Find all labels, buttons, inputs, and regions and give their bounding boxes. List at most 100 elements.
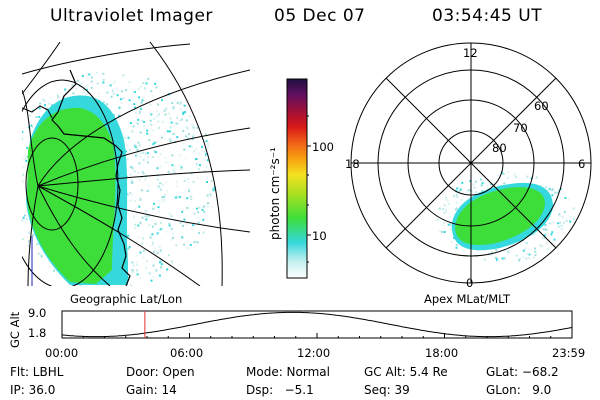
aurora-speckle-dot bbox=[46, 107, 49, 110]
aurora-speckle-dot bbox=[461, 181, 464, 184]
aurora-speckle-dot bbox=[545, 229, 548, 231]
aurora-speckle-dot bbox=[545, 241, 548, 244]
aurora-speckle-dot bbox=[503, 182, 506, 185]
colorbar-ticks bbox=[307, 115, 311, 263]
aurora-speckle-dot bbox=[112, 92, 115, 95]
aurora-speckle-dot bbox=[157, 113, 160, 116]
aurora-speckle-dot bbox=[439, 229, 441, 232]
aurora-speckle-dot bbox=[157, 210, 160, 213]
aurora-speckle-dot bbox=[184, 111, 187, 114]
aurora-speckle-dot bbox=[466, 189, 469, 192]
aurora-speckle-dot bbox=[483, 258, 486, 261]
aurora-speckle-dot bbox=[563, 210, 566, 213]
aurora-speckle-dot bbox=[159, 186, 162, 189]
alt-ylabel: GC Alt bbox=[8, 311, 22, 348]
aurora-speckle-dot bbox=[565, 219, 568, 222]
aurora-speckle-dot bbox=[154, 223, 157, 225]
aurora-speckle-dot bbox=[119, 98, 122, 101]
aurora-speckle-dot bbox=[76, 79, 79, 82]
aurora-speckle-dot bbox=[147, 184, 150, 187]
aurora-speckle-dot bbox=[206, 194, 209, 197]
apex-label: Apex MLat/MLT bbox=[424, 292, 511, 306]
aurora-speckle-dot bbox=[168, 130, 171, 133]
aurora-speckle-dot bbox=[456, 195, 459, 198]
aurora-speckle-dot bbox=[185, 135, 187, 138]
aurora-speckle-dot bbox=[174, 122, 176, 125]
aurora-speckle-dot bbox=[181, 210, 184, 213]
aurora-speckle-dot bbox=[443, 211, 446, 214]
aurora-speckle-dot bbox=[462, 192, 465, 195]
aurora-speckle-dot bbox=[71, 84, 74, 87]
aurora-speckle-dot bbox=[30, 124, 33, 127]
aurora-speckle-dot bbox=[136, 122, 139, 125]
aurora-speckle-dot bbox=[135, 240, 138, 243]
aurora-speckle-dot bbox=[133, 215, 135, 218]
aurora-speckle-dot bbox=[474, 180, 477, 183]
aurora-speckle-dot bbox=[444, 210, 447, 213]
aurora-speckle-dot bbox=[144, 214, 147, 217]
aurora-speckle-dot bbox=[22, 130, 24, 133]
aurora-speckle-dot bbox=[194, 158, 197, 161]
aurora-speckle-dot bbox=[80, 82, 83, 85]
aurora-speckle-dot bbox=[182, 225, 184, 228]
aurora-speckle-dot bbox=[204, 153, 207, 156]
aurora-speckle-dot bbox=[481, 174, 484, 177]
aurora-speckle-dot bbox=[173, 171, 176, 174]
geo-coastline bbox=[51, 69, 131, 286]
aurora-speckle-dot bbox=[56, 94, 59, 97]
aurora-speckle-dot bbox=[185, 126, 188, 129]
aurora-speckle-dot bbox=[151, 225, 154, 228]
aurora-speckle-dot bbox=[141, 170, 144, 173]
aurora-speckle-dot bbox=[129, 199, 132, 202]
aurora-speckle-dot bbox=[491, 251, 493, 254]
aurora-speckle-dot bbox=[168, 222, 171, 225]
aurora-speckle-dot bbox=[534, 254, 537, 257]
aurora-speckle-dot bbox=[451, 240, 453, 243]
aurora-speckle-dot bbox=[163, 109, 166, 112]
aurora-speckle-dot bbox=[109, 84, 112, 87]
geo-grid bbox=[22, 42, 250, 286]
polar-mlt-12: 12 bbox=[463, 46, 478, 60]
aurora-speckle-dot bbox=[167, 171, 170, 173]
aurora-speckle-dot bbox=[198, 152, 201, 155]
aurora-speckle-dot bbox=[541, 237, 544, 239]
aurora-speckle-dot bbox=[501, 257, 504, 260]
aurora-speckle-dot bbox=[158, 245, 161, 248]
aurora-speckle-dot bbox=[196, 140, 199, 143]
aurora-speckle-dot bbox=[87, 83, 89, 86]
aurora-speckle-dot bbox=[186, 127, 189, 130]
aurora-speckle-dot bbox=[172, 105, 175, 108]
aurora-speckle-dot bbox=[144, 178, 147, 181]
aurora-speckle-dot bbox=[136, 264, 139, 266]
aurora-speckle-dot bbox=[125, 150, 128, 153]
aurora-speckle-dot bbox=[18, 154, 20, 156]
aurora-speckle-dot bbox=[149, 236, 152, 239]
aurora-speckle-dot bbox=[551, 187, 554, 190]
aurora-speckle-dot bbox=[191, 138, 194, 141]
aurora-speckle-dot bbox=[159, 249, 162, 252]
aurora-speckle-dot bbox=[522, 249, 525, 252]
aurora-speckle-dot bbox=[180, 118, 183, 121]
aurora-speckle-dot bbox=[42, 98, 45, 101]
aurora-speckle-dot bbox=[152, 94, 155, 97]
aurora-speckle-dot bbox=[179, 108, 182, 111]
aurora-speckle-dot bbox=[169, 117, 172, 120]
aurora-speckle-dot bbox=[145, 266, 147, 269]
aurora-speckle-dot bbox=[15, 180, 17, 182]
aurora-speckle-dot bbox=[165, 161, 168, 164]
aurora-speckle-dot bbox=[183, 148, 186, 151]
aurora-speckle-dot bbox=[137, 118, 140, 121]
aurora-speckle-dot bbox=[153, 118, 156, 120]
aurora-speckle-dot bbox=[10, 160, 12, 162]
aurora-speckle-dot bbox=[120, 284, 123, 286]
aurora-speckle-dot bbox=[192, 134, 195, 136]
aurora-speckle-dot bbox=[138, 88, 141, 91]
aurora-speckle-dot bbox=[489, 183, 492, 186]
colorbar-unit-label: photon cm⁻²s⁻¹ bbox=[268, 147, 282, 240]
aurora-speckle-dot bbox=[131, 180, 134, 183]
aurora-speckle-dot bbox=[159, 261, 162, 264]
aurora-speckle-dot bbox=[560, 225, 563, 228]
info-mode: Mode: Normal bbox=[246, 365, 330, 379]
aurora-speckle-dot bbox=[129, 192, 132, 194]
aurora-speckle-dot bbox=[11, 167, 13, 169]
